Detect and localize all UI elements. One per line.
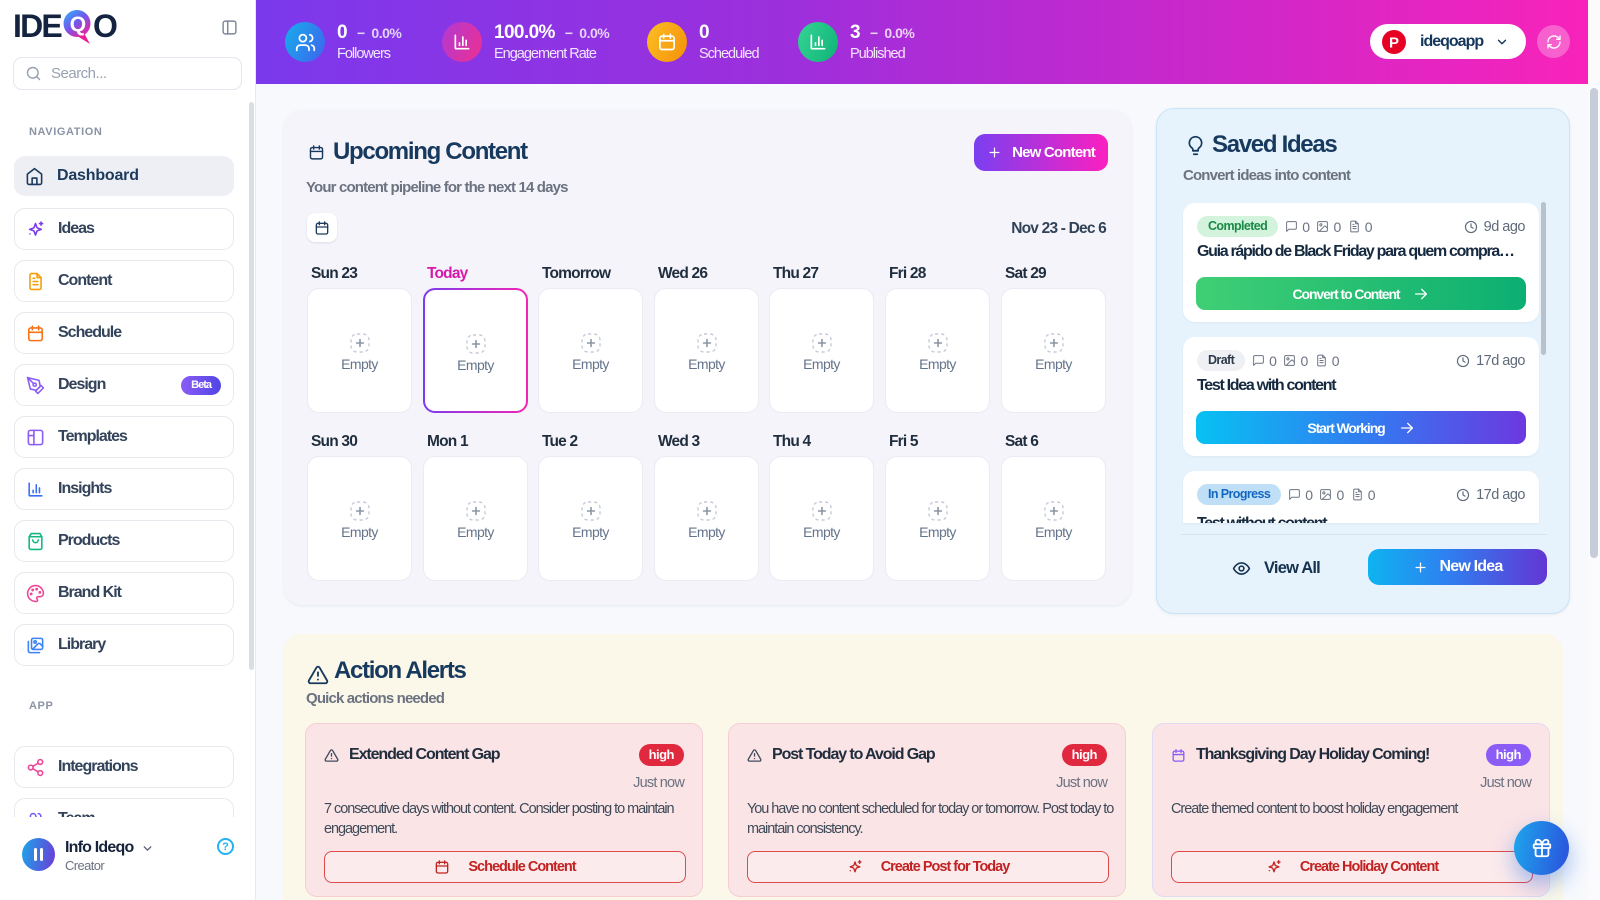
svg-text:Q: Q <box>70 13 86 36</box>
svg-text:P: P <box>1389 34 1399 51</box>
